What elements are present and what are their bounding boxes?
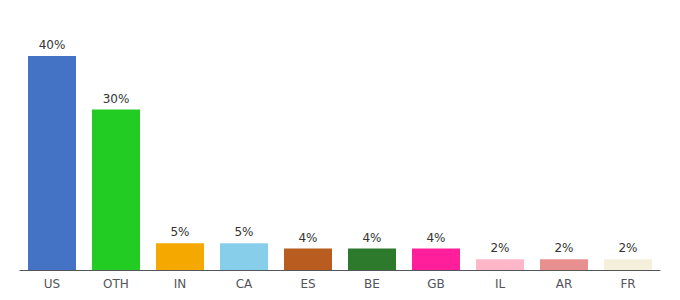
svg-text:2%: 2%: [554, 241, 573, 255]
svg-text:2%: 2%: [618, 241, 637, 255]
svg-text:4%: 4%: [362, 231, 381, 245]
svg-text:BE: BE: [364, 277, 380, 291]
svg-text:5%: 5%: [234, 225, 253, 239]
svg-text:4%: 4%: [298, 231, 317, 245]
svg-text:GB: GB: [427, 277, 445, 291]
svg-text:CA: CA: [236, 277, 253, 291]
svg-text:OTH: OTH: [103, 277, 129, 291]
svg-text:US: US: [44, 277, 60, 291]
svg-text:40%: 40%: [39, 38, 66, 52]
svg-text:IN: IN: [174, 277, 187, 291]
svg-text:IL: IL: [495, 277, 506, 291]
svg-text:AR: AR: [556, 277, 573, 291]
svg-text:4%: 4%: [426, 231, 445, 245]
svg-text:2%: 2%: [490, 241, 509, 255]
svg-text:30%: 30%: [103, 92, 130, 106]
svg-text:5%: 5%: [170, 225, 189, 239]
svg-text:FR: FR: [620, 277, 635, 291]
svg-text:ES: ES: [300, 277, 315, 291]
